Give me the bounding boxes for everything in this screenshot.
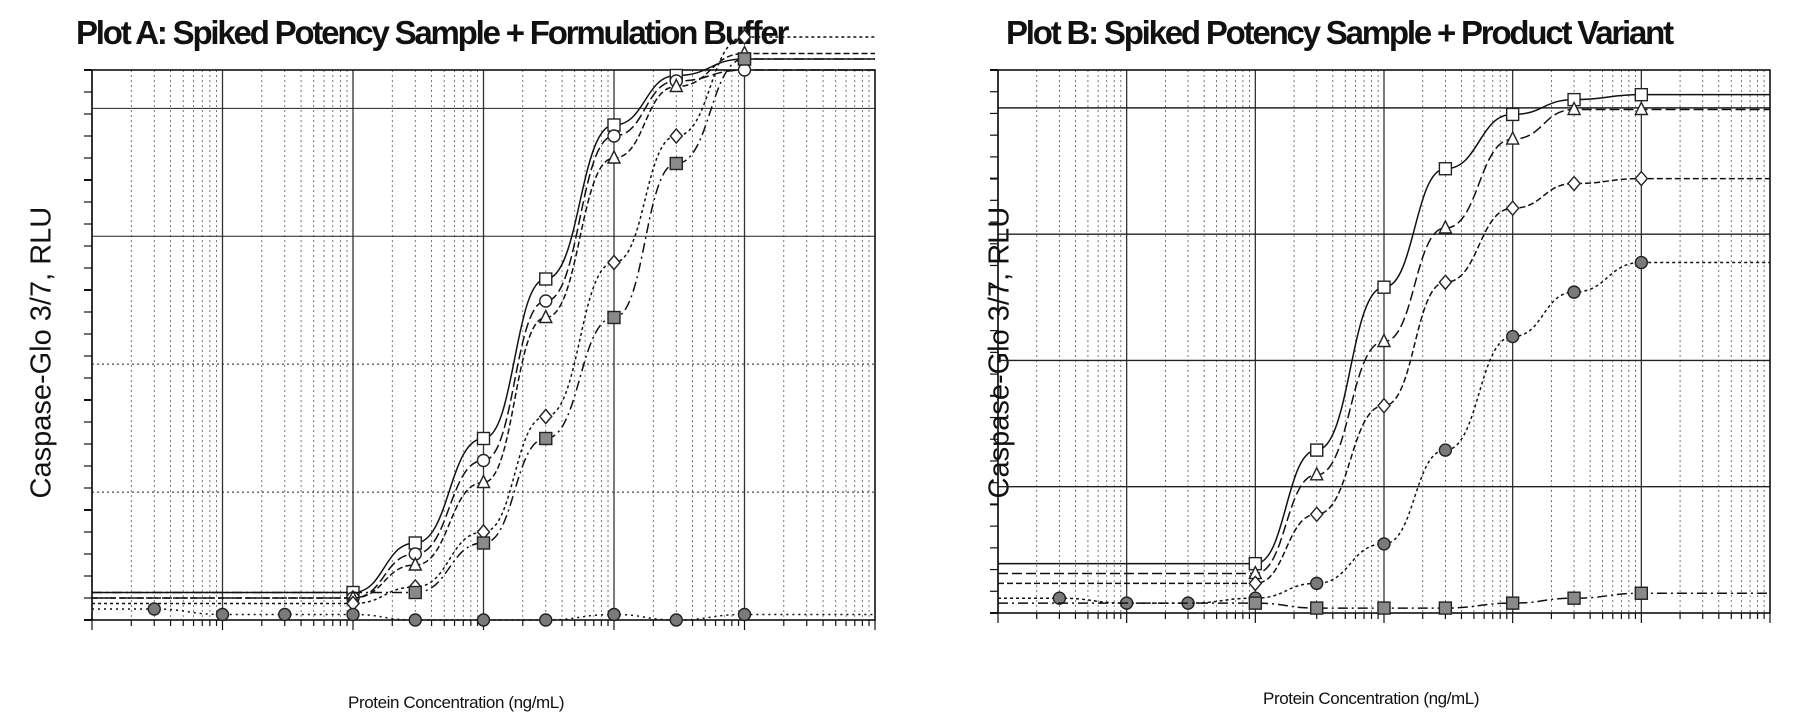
- plot-a-data-point: [539, 613, 553, 627]
- plot-b-data-point: [1438, 443, 1453, 457]
- plot-a-data-point: [538, 308, 553, 324]
- plot-a-panel: Plot A: Spiked Potency Sample + Formulat…: [26, 14, 876, 712]
- plot-a-data-point: [607, 254, 621, 271]
- plot-b-data-point: [1377, 537, 1391, 551]
- plot-a-data-point: [147, 602, 161, 616]
- plot-b-data-point: [1309, 506, 1324, 523]
- plot-b-data-point: [1248, 575, 1263, 592]
- plot-b-data-point: [1505, 200, 1520, 217]
- plot-b-data-point: [1438, 162, 1453, 176]
- plot-a-series-line: [92, 608, 875, 621]
- plot-a-data-point: [607, 118, 621, 132]
- plot-b-data-point: [1377, 397, 1391, 414]
- plot-a-data-point: [476, 613, 491, 627]
- plot-a-data-point: [669, 77, 684, 93]
- plot-b-data-point: [1505, 107, 1520, 122]
- plot-b-series-3: [998, 170, 1770, 592]
- plot-a-data-point: [476, 453, 491, 468]
- plot-b-data-point: [1310, 576, 1324, 591]
- plot-a-data-point: [539, 431, 553, 446]
- plot-a-data-point: [215, 607, 230, 622]
- plot-b-data-point: [1310, 601, 1324, 615]
- plot-b-series-line: [998, 93, 1770, 565]
- plot-a-series-line: [92, 58, 875, 594]
- plot-b-data-point: [1438, 274, 1453, 291]
- plot-a-data-point: [737, 52, 752, 66]
- plot-b-data-point: [1634, 255, 1649, 270]
- plot-b-series-line: [998, 108, 1770, 575]
- plot-a-series-5: [92, 52, 875, 600]
- plot-a-data-point: [539, 272, 553, 286]
- plot-a-data-point: [408, 613, 422, 627]
- plot-a-data-point: [278, 607, 292, 622]
- plot-a-series-line: [92, 36, 875, 605]
- plot-a-data-point: [669, 156, 683, 171]
- plot-b-data-point: [1567, 175, 1581, 192]
- plot-b-series-2: [998, 100, 1770, 580]
- plot-b-title: Plot B: Spiked Potency Sample + Product …: [1006, 14, 1674, 51]
- plot-a-data-point: [737, 607, 752, 622]
- plot-a-chart: [84, 28, 876, 630]
- plot-a-data-point: [669, 127, 684, 145]
- plot-b-data-point: [1634, 170, 1649, 187]
- plot-b-chart: [990, 69, 1771, 623]
- plot-a-data-point: [607, 129, 621, 143]
- plot-b-panel: Plot B: Spiked Potency Sample + Product …: [900, 0, 1800, 728]
- plot-b-data-point: [1248, 596, 1263, 610]
- plot-a-title: Plot A: Spiked Potency Sample + Formulat…: [76, 14, 789, 51]
- plot-a-data-point: [669, 613, 683, 627]
- plot-b-data-point: [1376, 332, 1392, 348]
- plot-a-data-point: [607, 607, 621, 622]
- plot-a-x-axis-label: Protein Concentration (ng/mL): [348, 693, 565, 712]
- plot-b-grid: [997, 70, 1770, 613]
- plot-a-data-point: [538, 408, 553, 425]
- plot-b-data-point: [1438, 219, 1453, 234]
- plot-a-series-6: [92, 602, 875, 627]
- plot-b-data-point: [1377, 280, 1391, 294]
- plot-a-data-point: [408, 556, 423, 571]
- plot-b-series-5: [998, 586, 1770, 615]
- plot-b-data-point: [1052, 591, 1067, 605]
- plot-b-data-point: [1634, 100, 1649, 116]
- plot-a-data-point: [737, 63, 752, 77]
- plot-b-series-1: [998, 87, 1770, 571]
- plot-a-data-point: [476, 431, 491, 446]
- plot-a-data-point: [607, 310, 621, 325]
- plot-b-data-point: [1505, 130, 1520, 145]
- plot-a-data-point: [737, 28, 752, 46]
- plot-b-x-axis-label: Protein Concentration (ng/mL): [1263, 689, 1480, 708]
- plot-a-data-point: [476, 536, 491, 550]
- plot-b-data-point: [1377, 601, 1391, 615]
- plot-b-data-point: [1634, 87, 1649, 102]
- plot-b-data-point: [1567, 591, 1581, 605]
- plot-b-data-point: [1505, 329, 1520, 344]
- plot-a-data-point: [346, 607, 360, 622]
- plot-a-data-point: [408, 585, 422, 600]
- plot-b-data-point: [1310, 443, 1324, 457]
- plot-a-data-point: [408, 536, 422, 550]
- plot-b-data-point: [1505, 596, 1520, 610]
- plot-b-data-point: [1438, 601, 1453, 615]
- plot-b-data-point: [1634, 586, 1649, 600]
- plot-a-data-point: [476, 473, 491, 489]
- plot-b-data-point: [1567, 285, 1581, 299]
- plot-b-data-point: [1309, 466, 1324, 481]
- plot-b-data-point: [1566, 100, 1582, 116]
- plot-a-data-point: [539, 294, 553, 308]
- plot-a-data-point: [606, 149, 622, 164]
